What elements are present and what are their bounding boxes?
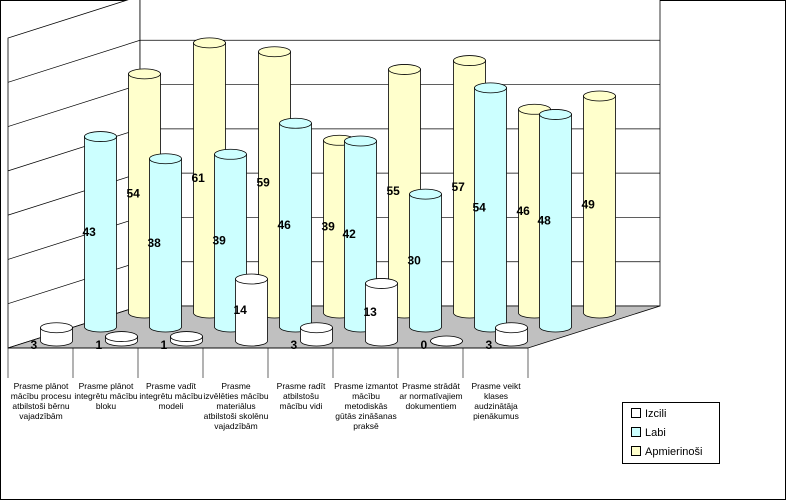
bar-izcili-3: 1 [161, 331, 203, 352]
legend-item-apmierinosi: Apmierinoši [631, 445, 702, 459]
bar-izcili-5: 3 [291, 322, 333, 352]
legend-swatch-labi [631, 427, 641, 438]
legend-label-labi: Labi [645, 427, 666, 439]
bar-apmierino-i-8: 49 [582, 90, 616, 319]
data-label-labi-3: 39 [213, 234, 227, 248]
data-label-apmierino-i-8: 49 [582, 198, 596, 212]
data-label-apmierino-i-4: 39 [322, 220, 336, 234]
bar-izcili-1: 3 [31, 322, 73, 352]
category-label-2: Prasme plānot integrētu mācību bloku [74, 381, 138, 411]
bar-izcili-8: 3 [486, 322, 528, 352]
category-label-8: Prasme veikt klases audzinātāja pienākum… [471, 381, 521, 421]
category-label-4: Prasme izvēlēties mācību materiālus atbi… [203, 381, 269, 431]
data-label-labi-5: 42 [343, 227, 357, 241]
bar-izcili-6: 13 [364, 278, 398, 347]
data-label-izcili-4: 14 [234, 303, 248, 317]
side-wall [7, 0, 141, 349]
bar-labi-8: 48 [538, 109, 572, 333]
data-label-apmierino-i-6: 57 [452, 180, 466, 194]
bar-labi-7: 54 [473, 82, 507, 333]
data-label-apmierino-i-7: 46 [517, 204, 531, 218]
gridline [7, 39, 660, 83]
data-label-labi-7: 54 [473, 200, 487, 214]
legend-item-izcili: Izcili [631, 407, 666, 421]
legend-label-apmierinosi: Apmierinoši [645, 446, 703, 458]
data-label-labi-4: 46 [278, 218, 292, 232]
bar-izcili-4: 14 [234, 273, 268, 347]
bar-labi-4: 46 [278, 117, 312, 333]
legend: Izcili Labi Apmierinoši [622, 402, 720, 464]
data-label-izcili-1: 3 [31, 338, 38, 352]
legend-swatch-apmierinosi [631, 446, 641, 457]
data-label-apmierino-i-5: 55 [387, 184, 401, 198]
legend-swatch-izcili [631, 408, 641, 419]
data-label-labi-2: 38 [148, 236, 162, 250]
data-label-labi-1: 43 [83, 225, 97, 239]
category-label-5: Prasme radīt atbilstošu mācību vidi [276, 381, 326, 411]
data-label-labi-8: 48 [538, 214, 552, 228]
bar-labi-2: 38 [148, 153, 182, 333]
data-label-izcili-7: 0 [421, 338, 428, 352]
bar-izcili-7: 0 [421, 335, 463, 352]
legend-item-labi: Labi [631, 426, 666, 440]
bar-izcili-2: 1 [96, 331, 138, 352]
bar-labi-1: 43 [83, 131, 117, 333]
category-label-7: Prasme strādāt ar normatīvajiem dokument… [399, 381, 463, 411]
category-label-3: Prasme vadīt integrētu mācību modeli [139, 381, 203, 411]
data-label-izcili-6: 13 [364, 305, 378, 319]
data-label-izcili-5: 3 [291, 338, 298, 352]
category-label-1: Prasme plānot mācību procesu atbilstoši … [10, 381, 72, 421]
category-label-6: Prasme izmantot mācību metodiskās gūtās … [334, 381, 398, 431]
legend-label-izcili: Izcili [645, 408, 667, 420]
data-label-labi-6: 30 [408, 254, 422, 268]
data-label-apmierino-i-1: 54 [127, 186, 141, 200]
data-label-izcili-3: 1 [161, 338, 168, 352]
bar-labi-6: 30 [408, 188, 442, 333]
data-label-izcili-2: 1 [96, 338, 103, 352]
data-label-apmierino-i-2: 61 [192, 171, 206, 185]
data-label-apmierino-i-3: 59 [257, 175, 271, 189]
data-label-izcili-8: 3 [486, 338, 493, 352]
